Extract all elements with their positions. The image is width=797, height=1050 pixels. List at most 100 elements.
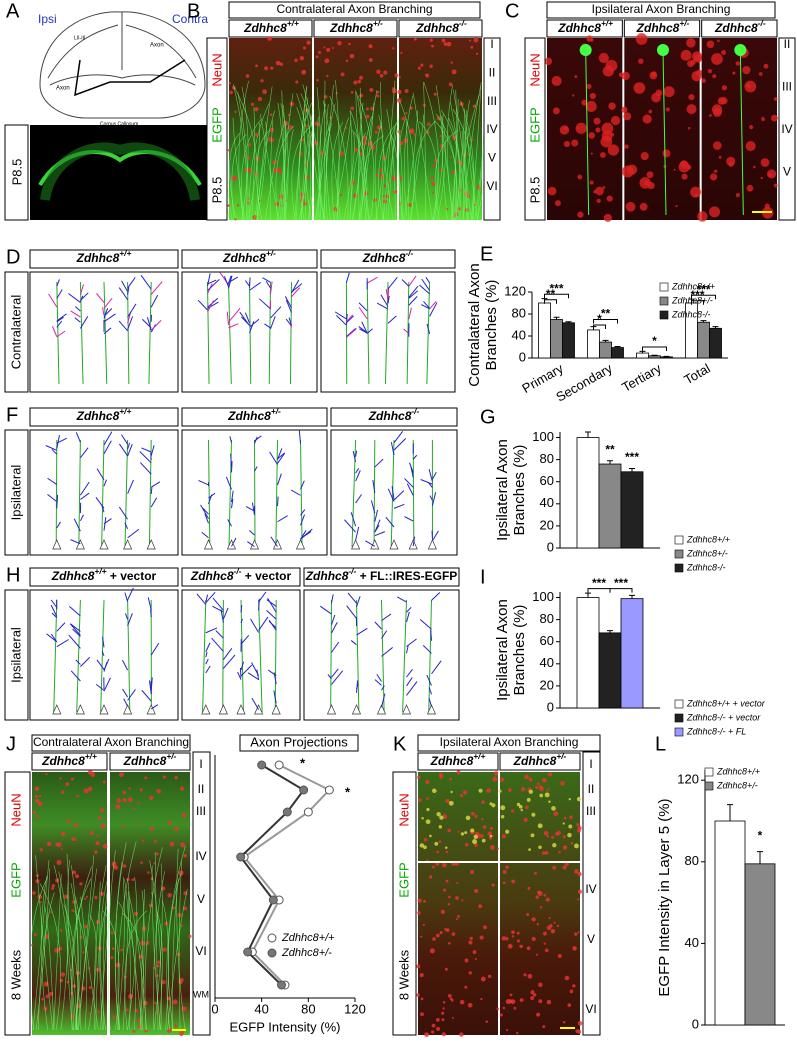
cell — [546, 999, 552, 1005]
cell — [735, 193, 740, 198]
fiber — [234, 87, 259, 221]
frame — [181, 249, 318, 269]
branch-trace — [127, 277, 136, 289]
cell — [162, 947, 167, 952]
significance-label: ** — [601, 307, 611, 321]
cell — [711, 53, 723, 65]
cell — [574, 932, 578, 936]
cell — [128, 787, 131, 790]
cell — [470, 45, 474, 49]
cell — [639, 202, 648, 211]
cell — [575, 122, 587, 134]
legend-swatch — [674, 563, 684, 573]
cell — [538, 785, 543, 790]
layer-label: III — [586, 804, 596, 818]
cell — [451, 932, 456, 936]
cell — [541, 851, 546, 855]
bar — [598, 632, 622, 709]
cell — [416, 993, 420, 997]
cell — [621, 106, 628, 113]
cell — [531, 812, 536, 817]
cell — [306, 40, 311, 45]
cell — [600, 135, 613, 148]
branch-trace — [346, 315, 354, 324]
cell — [543, 893, 547, 897]
cell — [438, 840, 442, 844]
cell — [183, 853, 188, 858]
cell — [379, 173, 384, 179]
allele: +/+ — [601, 18, 613, 28]
layer-label: IV — [486, 122, 497, 136]
branch-trace — [408, 285, 419, 298]
cell — [383, 184, 387, 188]
branch-trace — [47, 493, 58, 503]
fiber — [88, 914, 97, 1031]
axon-trace — [300, 439, 303, 548]
fiber — [127, 882, 144, 1031]
branch-trace — [346, 327, 357, 338]
cell — [435, 1017, 440, 1022]
cell — [357, 79, 362, 84]
cell — [526, 946, 531, 951]
cell — [379, 168, 383, 173]
cell — [771, 114, 778, 122]
branch-trace — [123, 698, 129, 707]
branch-trace — [350, 512, 357, 527]
fiber — [453, 89, 470, 221]
cell — [55, 878, 60, 883]
fiber — [459, 93, 480, 221]
fiber — [100, 881, 108, 1031]
soma — [426, 704, 437, 715]
cell — [99, 891, 104, 896]
layer-label: II — [588, 782, 595, 796]
cell — [464, 831, 468, 835]
label: LII-III — [74, 35, 85, 41]
cell — [420, 1012, 424, 1017]
layer-label: IV — [585, 882, 596, 896]
branch-trace — [404, 478, 414, 488]
x-axis-label: EGFP Intensity (%) — [229, 1019, 340, 1034]
branch-trace — [412, 454, 418, 460]
cell — [562, 834, 566, 839]
branch-trace — [277, 496, 279, 507]
soma — [226, 539, 237, 550]
cell — [125, 1008, 129, 1012]
branch-trace — [69, 623, 81, 636]
cell — [651, 92, 661, 103]
legend-swatch — [704, 767, 714, 777]
layer-label: WM — [193, 989, 209, 999]
branch-trace — [429, 301, 437, 310]
cell — [589, 92, 597, 100]
cell — [511, 930, 515, 934]
branch-trace — [267, 598, 277, 613]
branch-trace — [355, 450, 358, 457]
branch-trace — [222, 647, 233, 660]
fiber — [251, 106, 255, 221]
suffix: + vector — [241, 569, 291, 583]
branch-trace — [269, 451, 278, 465]
branch-trace — [51, 326, 58, 337]
branch-trace — [298, 430, 301, 444]
branch-trace — [228, 308, 241, 323]
y-tick-label: 80 — [540, 451, 554, 466]
fiber — [144, 847, 163, 1031]
cell — [60, 831, 66, 837]
y-tick-label: 40 — [685, 935, 699, 950]
branch-trace — [80, 657, 91, 667]
cell — [536, 890, 541, 895]
cell — [376, 125, 382, 130]
fiber — [316, 87, 322, 221]
cell — [49, 911, 53, 914]
branch-trace — [223, 276, 229, 288]
branch-trace — [146, 317, 152, 331]
fiber — [399, 100, 415, 221]
y-tick-label: 40 — [512, 327, 526, 342]
y-axis-label: Branches (%) — [511, 605, 528, 696]
branch-trace — [68, 293, 81, 303]
cell — [481, 838, 486, 843]
cell — [505, 936, 509, 941]
cell — [548, 916, 551, 920]
cell — [588, 132, 596, 139]
cell — [499, 777, 505, 783]
cell — [39, 901, 42, 904]
